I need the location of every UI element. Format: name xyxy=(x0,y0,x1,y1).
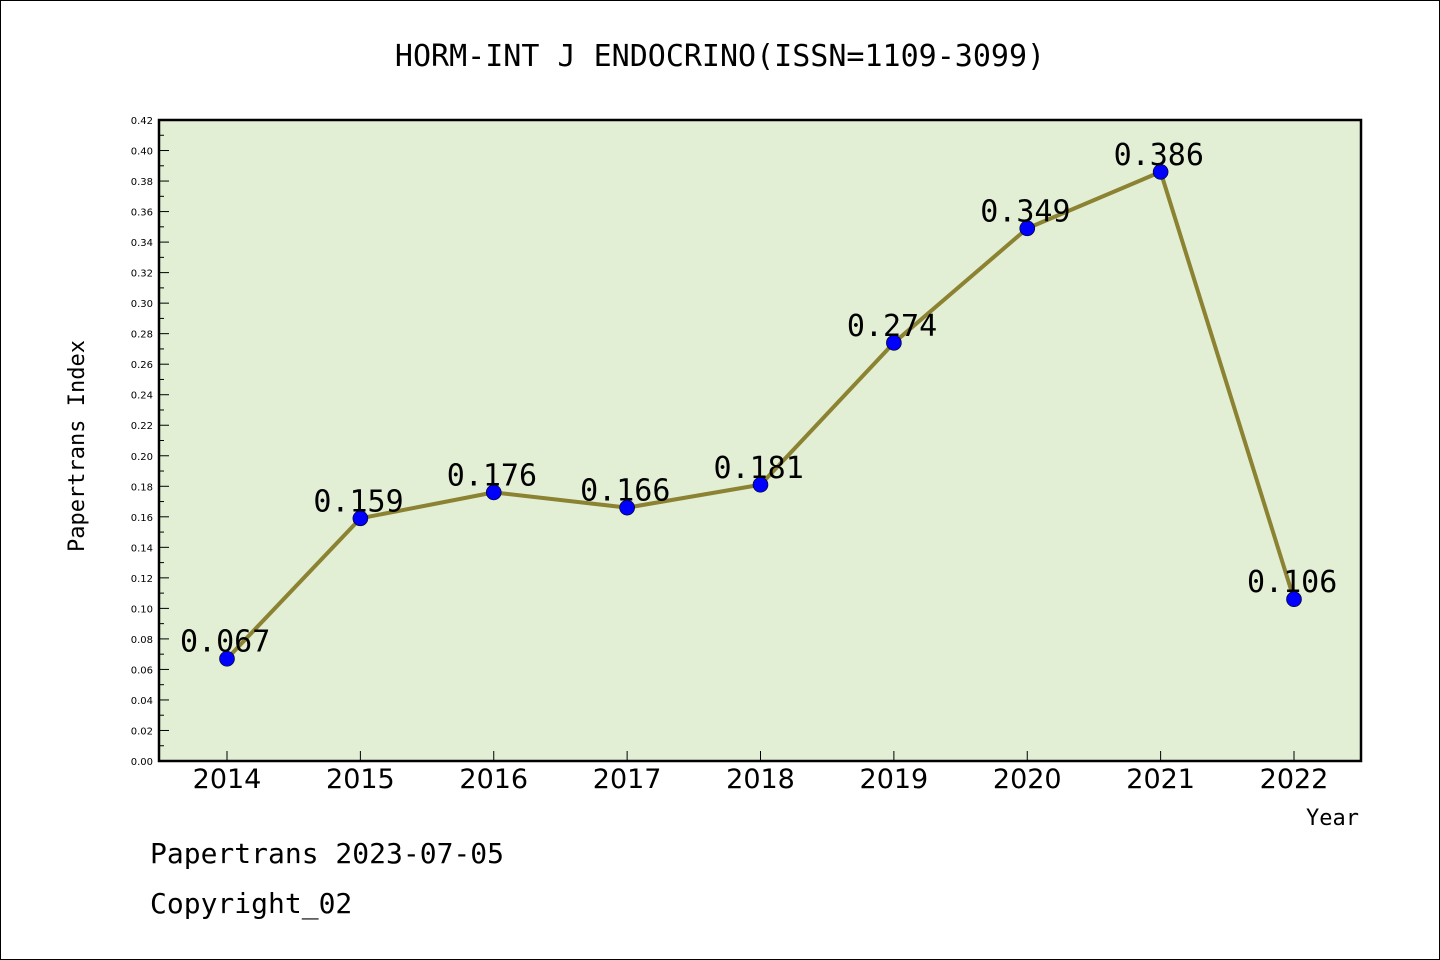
y-tick-label: 0.38 xyxy=(131,177,153,188)
data-point xyxy=(219,650,235,667)
x-tick-label: 2022 xyxy=(1260,764,1329,795)
data-point xyxy=(1019,220,1036,237)
y-tick-label: 0.30 xyxy=(131,299,153,310)
data-point xyxy=(752,476,769,493)
data-label: 0.159 xyxy=(313,484,403,519)
data-label: 0.176 xyxy=(447,458,537,493)
x-tick-label: 2018 xyxy=(726,764,795,795)
data-point xyxy=(1152,164,1169,180)
y-axis: 0.00 0.02 0.04 0.06 0.08 0.10 0.12 0.14 0.16 0.18… xyxy=(131,116,169,768)
y-tick-label: 0.12 xyxy=(131,574,153,585)
y-tick-label: 0.40 xyxy=(131,147,153,158)
y-tick-label: 0.26 xyxy=(131,360,153,371)
data-point xyxy=(1286,591,1302,608)
data-label: 0.349 xyxy=(980,194,1070,229)
chart-title: HORM-INT J ENDOCRINO(ISSN=1109-3099) xyxy=(395,39,1045,74)
data-points xyxy=(219,164,1302,667)
plot-border xyxy=(157,118,1363,763)
y-tick-label: 0.20 xyxy=(131,452,153,463)
data-point xyxy=(485,484,502,501)
data-label: 0.181 xyxy=(714,451,804,486)
footer-date: Papertrans 2023-07-05 xyxy=(150,837,504,870)
y-tick-label: 0.42 xyxy=(131,116,153,127)
x-axis-label: Year xyxy=(1306,806,1359,831)
y-tick-label: 0.04 xyxy=(131,696,153,707)
x-tick-label: 2015 xyxy=(326,764,395,795)
y-tick-label: 0.02 xyxy=(131,726,153,737)
y-tick-label: 0.16 xyxy=(131,513,153,524)
data-label: 0.067 xyxy=(180,625,270,660)
data-point xyxy=(352,510,369,527)
plot-area xyxy=(159,120,1361,761)
y-tick-label: 0.24 xyxy=(131,391,153,402)
x-tick-label: 2014 xyxy=(193,764,262,795)
x-tick-label: 2016 xyxy=(459,764,528,795)
y-tick-label: 0.14 xyxy=(131,543,153,554)
y-tick-label: 0.36 xyxy=(131,208,153,219)
y-tick-label: 0.08 xyxy=(131,635,153,646)
x-tick-label: 2020 xyxy=(993,764,1062,795)
x-tick-label: 2019 xyxy=(860,764,929,795)
y-tick-label: 0.06 xyxy=(131,665,153,676)
x-tick-label: 2021 xyxy=(1126,764,1195,795)
data-label: 0.386 xyxy=(1114,138,1204,173)
footer-copyright: Copyright_02 xyxy=(150,887,352,921)
y-tick-label: 0.10 xyxy=(131,604,153,615)
x-axis: 2014 2015 2016 2017 2018 2019 2020 2021 2022 xyxy=(193,751,1329,795)
data-label: 0.274 xyxy=(847,309,937,344)
data-labels: 0.067 0.159 0.176 0.166 0.181 0.274 0.349 0.386… xyxy=(180,138,1337,660)
data-point xyxy=(886,335,902,351)
y-axis-label: Papertrans Index xyxy=(65,340,90,552)
y-tick-label: 0.00 xyxy=(131,757,153,768)
x-tick-label: 2017 xyxy=(593,764,662,795)
data-label: 0.166 xyxy=(580,474,670,509)
data-label: 0.106 xyxy=(1247,565,1337,600)
y-tick-label: 0.32 xyxy=(131,269,153,280)
y-tick-label: 0.34 xyxy=(131,238,153,249)
data-point xyxy=(619,499,635,516)
y-tick-label: 0.22 xyxy=(131,421,153,432)
y-tick-label: 0.18 xyxy=(131,482,153,493)
y-tick-label: 0.28 xyxy=(131,330,153,341)
